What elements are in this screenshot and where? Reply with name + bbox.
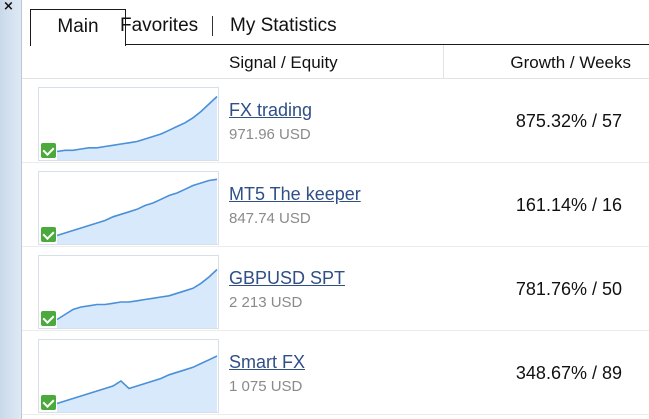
tab-bar-divider: [126, 44, 649, 45]
signal-name-link[interactable]: Smart FX: [229, 352, 306, 372]
signal-list: FX trading 971.96 USD 875.32% / 57 MT5 T…: [22, 79, 649, 415]
signal-growth-weeks: 875.32% / 57: [515, 111, 622, 131]
signal-row[interactable]: Smart FX 1 075 USD 348.67% / 89: [22, 331, 649, 415]
column-header-signal[interactable]: Signal / Equity: [229, 53, 338, 72]
signal-name-link[interactable]: MT5 The keeper: [229, 184, 361, 204]
signal-growth-weeks: 781.76% / 50: [515, 279, 622, 299]
signal-equity: 2 213 USD: [229, 294, 303, 311]
column-divider: [443, 45, 444, 79]
signal-row[interactable]: GBPUSD SPT 2 213 USD 781.76% / 50: [22, 247, 649, 331]
column-header-growth[interactable]: Growth / Weeks: [510, 53, 631, 72]
verified-check-icon: [41, 143, 56, 158]
equity-chart-thumbnail[interactable]: [38, 255, 219, 329]
equity-area: [57, 96, 217, 160]
signal-growth-weeks: 348.67% / 89: [515, 363, 622, 383]
equity-line: [56, 268, 218, 321]
equity-chart-thumbnail[interactable]: [38, 339, 219, 413]
equity-curve: [56, 355, 218, 412]
verified-check-icon: [41, 311, 56, 326]
signal-equity: 971.96 USD: [229, 126, 311, 143]
equity-curve: [56, 95, 218, 160]
tab-bar: Main Favorites My Statistics: [22, 0, 649, 46]
equity-line: [56, 178, 218, 237]
equity-chart-thumbnail[interactable]: [38, 87, 219, 161]
equity-area: [57, 356, 217, 412]
signal-equity: 1 075 USD: [229, 378, 303, 395]
equity-line: [56, 95, 218, 153]
equity-area: [57, 269, 217, 328]
signal-name-link[interactable]: GBPUSD SPT: [229, 268, 346, 288]
equity-curve: [56, 178, 218, 244]
tab-main[interactable]: Main: [30, 9, 126, 46]
equity-area: [57, 179, 217, 244]
table-header: Signal / Equity Growth / Weeks: [22, 45, 649, 79]
signal-growth-weeks: 161.14% / 16: [515, 195, 622, 215]
signal-equity: 847.74 USD: [229, 210, 311, 227]
tab-favorites[interactable]: Favorites: [120, 15, 199, 36]
tab-separator: [212, 16, 213, 36]
signal-row[interactable]: FX trading 971.96 USD 875.32% / 57: [22, 79, 649, 163]
close-icon[interactable]: ×: [3, 0, 14, 14]
signal-row[interactable]: MT5 The keeper 847.74 USD 161.14% / 16: [22, 163, 649, 247]
equity-curve: [56, 268, 218, 328]
tab-my-statistics[interactable]: My Statistics: [230, 15, 337, 36]
verified-check-icon: [41, 395, 56, 410]
verified-check-icon: [41, 227, 56, 242]
left-panel-strip: ×: [0, 0, 22, 419]
equity-line: [56, 355, 218, 405]
signal-name-link[interactable]: FX trading: [229, 100, 313, 120]
equity-chart-thumbnail[interactable]: [38, 171, 219, 245]
